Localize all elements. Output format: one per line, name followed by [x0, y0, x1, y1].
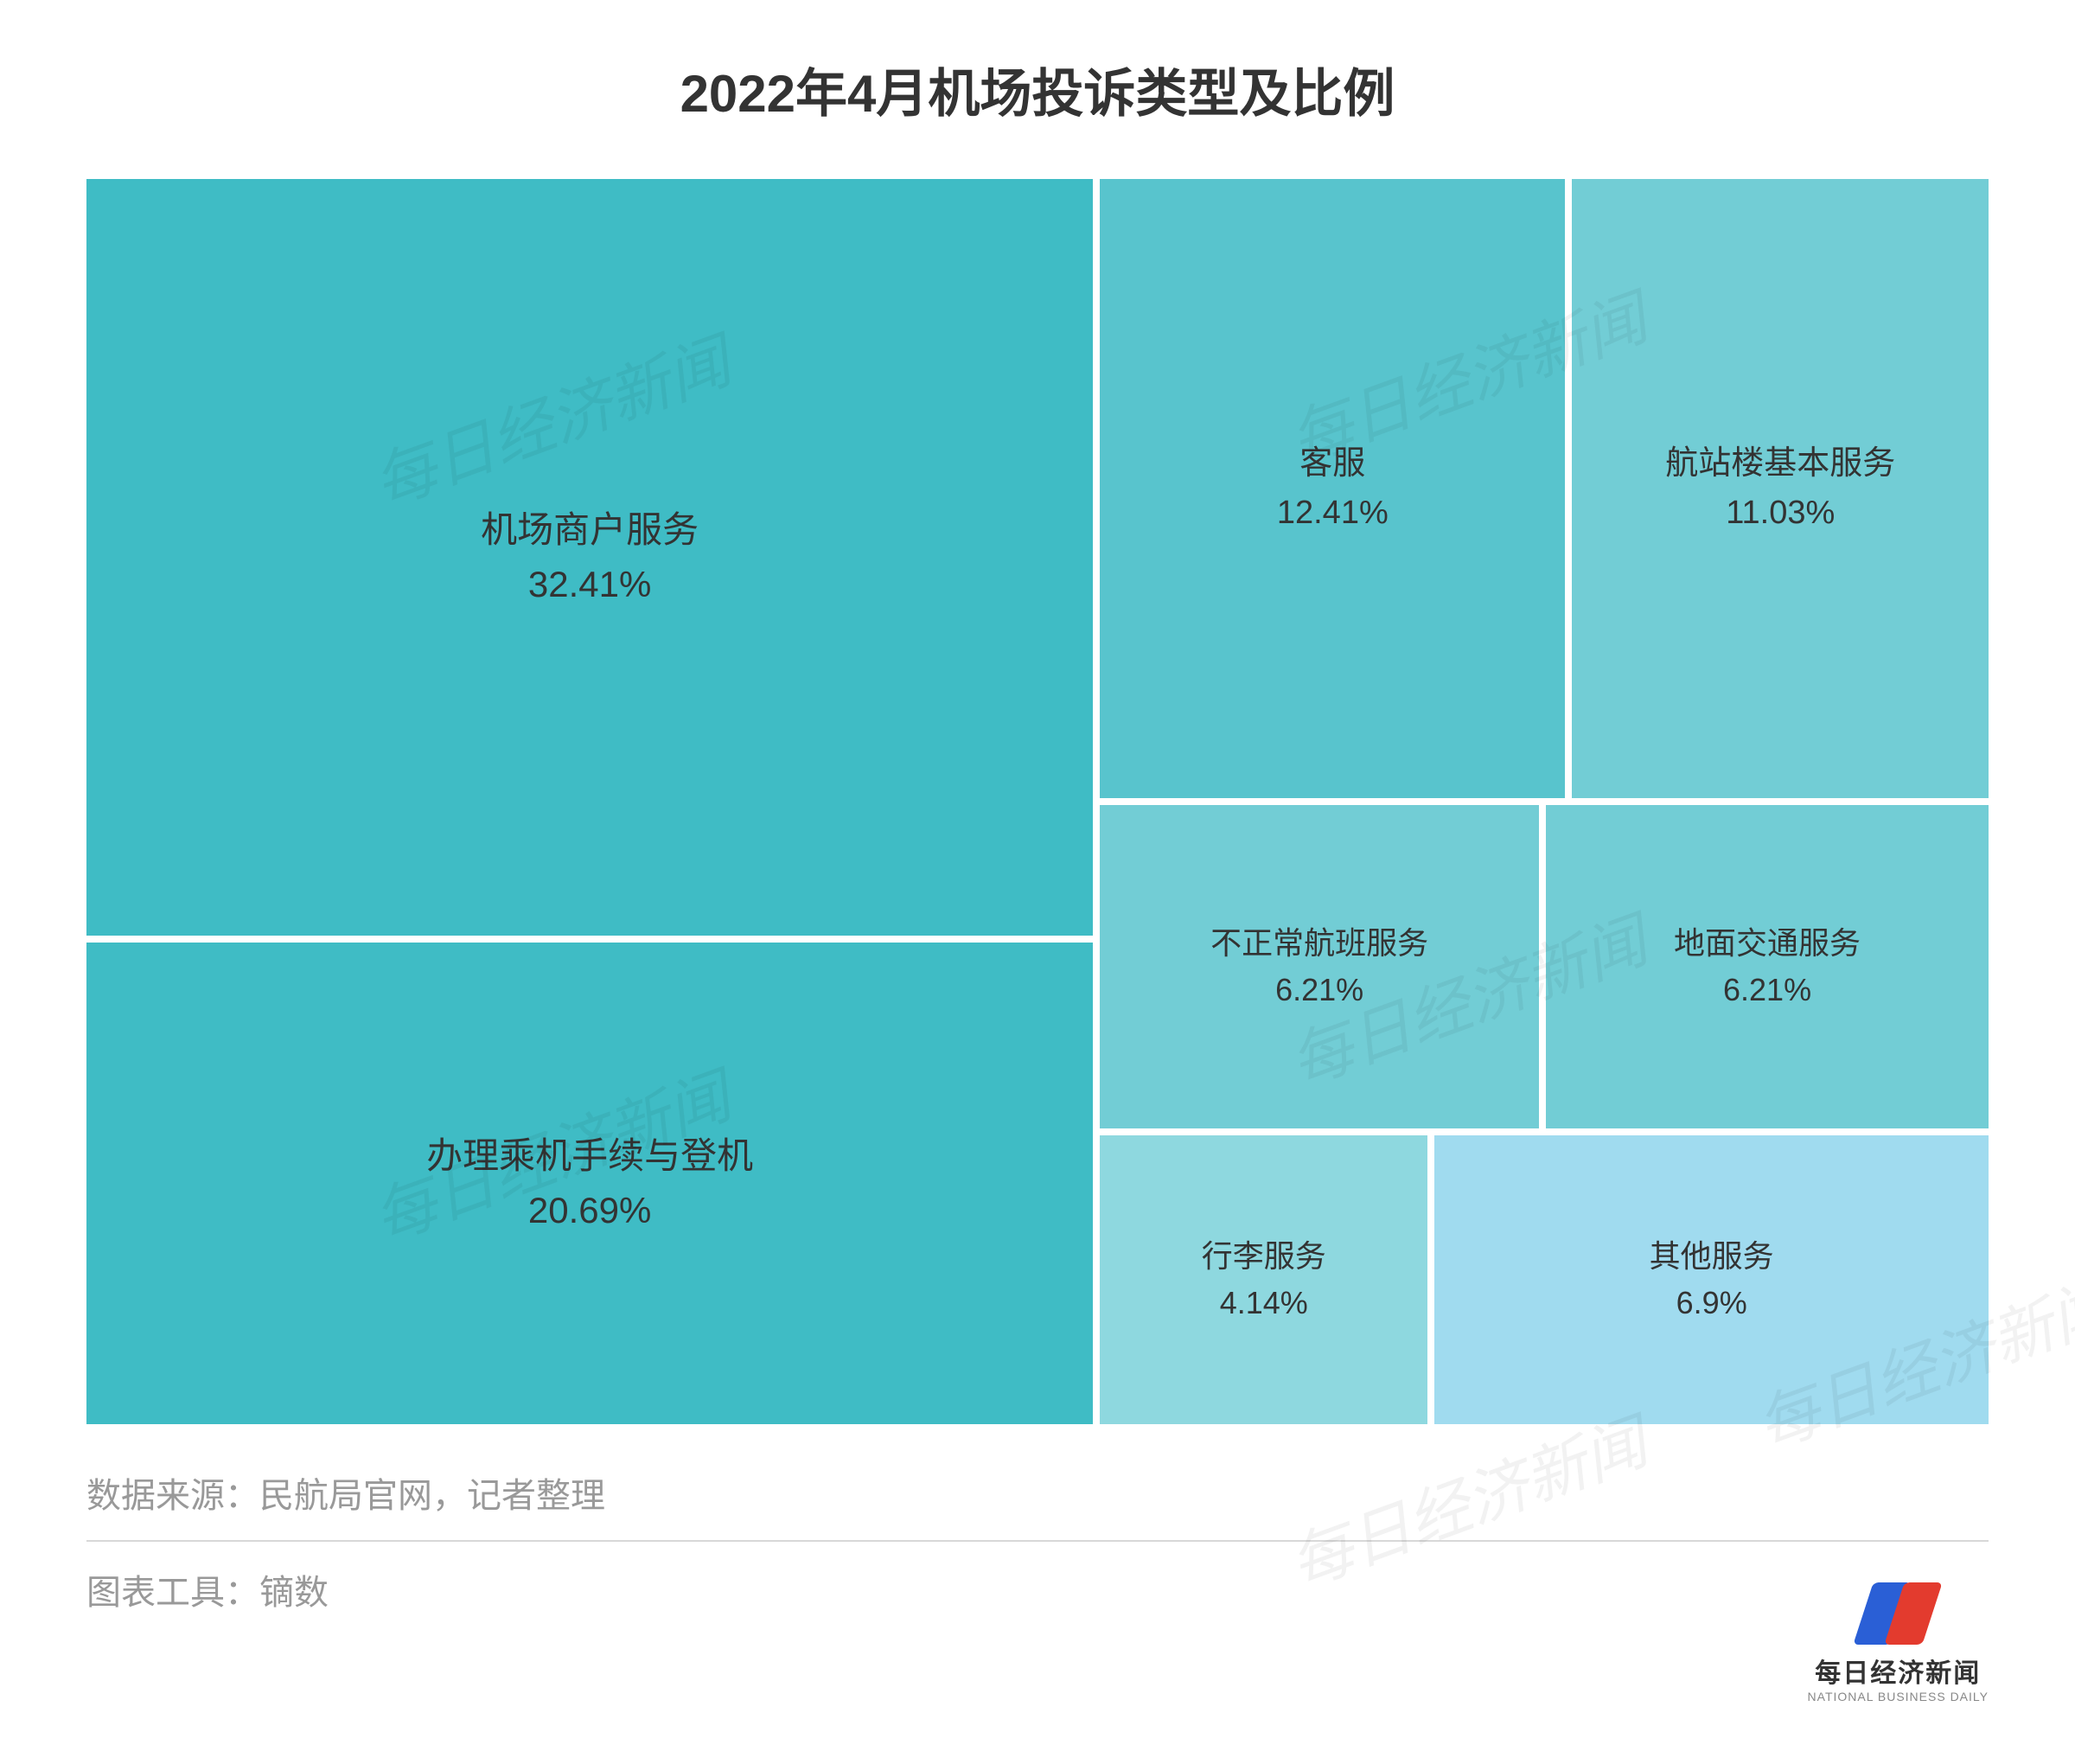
chart-container: 2022年4月机场投诉类型及比例 机场商户服务32.41%办理乘机手续与登机20… [86, 52, 1989, 1614]
treemap-cell-value: 6.21% [1723, 967, 1811, 1013]
treemap-cell-label: 办理乘机手续与登机 [426, 1128, 753, 1183]
treemap-cell: 航站楼基本服务11.03% [1572, 179, 1989, 798]
treemap-cell-value: 11.03% [1726, 489, 1835, 538]
treemap-cell-label: 行李服务 [1202, 1233, 1326, 1280]
chart-tool-label: 图表工具：镝数 [86, 1574, 329, 1612]
treemap-cell-value: 12.41% [1277, 489, 1389, 538]
treemap-cell-label: 机场商户服务 [481, 502, 699, 557]
brand-mark-icon [1863, 1582, 1932, 1645]
brand-name-zh: 每日经济新闻 [1815, 1652, 1981, 1690]
footer-logo: 每日经济新闻 NATIONAL BUSINESS DAILY [1808, 1582, 1989, 1703]
treemap-cell-value: 20.69% [528, 1183, 651, 1237]
treemap-cell: 其他服务6.9% [1434, 1135, 1989, 1424]
source-row: 数据来源：民航局官网，记者整理 [86, 1467, 1989, 1542]
treemap-cell-label: 航站楼基本服务 [1665, 439, 1895, 489]
treemap-cell-value: 6.9% [1676, 1280, 1747, 1326]
treemap-cell: 不正常航班服务6.21% [1100, 805, 1539, 1128]
treemap-cell-value: 4.14% [1220, 1280, 1308, 1326]
treemap-cell-value: 32.41% [528, 557, 651, 611]
treemap-cell-label: 不正常航班服务 [1210, 920, 1428, 967]
treemap-cell: 客服12.41% [1100, 179, 1565, 798]
treemap-cell: 办理乘机手续与登机20.69% [86, 943, 1093, 1424]
treemap-cell: 地面交通服务6.21% [1546, 805, 1989, 1128]
treemap-cell-label: 其他服务 [1650, 1233, 1774, 1280]
treemap-cell-label: 客服 [1299, 439, 1365, 489]
treemap-cell: 机场商户服务32.41% [86, 179, 1093, 936]
treemap: 机场商户服务32.41%办理乘机手续与登机20.69%客服12.41%航站楼基本… [86, 179, 1989, 1424]
data-source-label: 数据来源：民航局官网，记者整理 [86, 1477, 605, 1515]
brand-name-en: NATIONAL BUSINESS DAILY [1808, 1690, 1989, 1703]
treemap-cell-label: 地面交通服务 [1674, 920, 1861, 967]
treemap-cell-value: 6.21% [1275, 967, 1363, 1013]
tool-row: 图表工具：镝数 [86, 1564, 1989, 1614]
treemap-cell: 行李服务4.14% [1100, 1135, 1427, 1424]
chart-title: 2022年4月机场投诉类型及比例 [86, 52, 1989, 127]
